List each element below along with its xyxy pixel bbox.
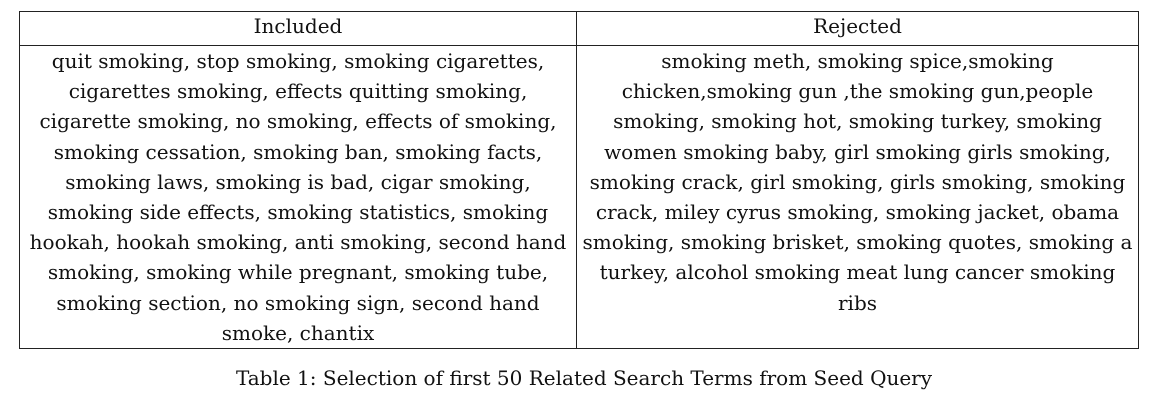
table-row: quit smoking, stop smoking, smoking ciga… <box>20 46 1138 349</box>
search-terms-table-container: Included Rejected quit smoking, stop smo… <box>19 11 1139 350</box>
header-separator-row <box>20 40 1138 46</box>
header-rejected: Rejected <box>813 14 902 38</box>
separator-cell-right <box>577 40 1138 46</box>
separator-cell-left <box>20 40 577 46</box>
table-caption: Table 1: Selection of first 50 Related S… <box>235 366 933 390</box>
header-included: Included <box>20 12 577 40</box>
search-terms-table: Included Rejected quit smoking, stop smo… <box>19 11 1139 350</box>
included-terms-cell: quit smoking, stop smoking, smoking ciga… <box>20 46 577 349</box>
table-header-row: Included Rejected <box>20 12 1138 40</box>
rejected-terms-cell: smoking meth, smoking spice,smoking chic… <box>582 49 1133 315</box>
